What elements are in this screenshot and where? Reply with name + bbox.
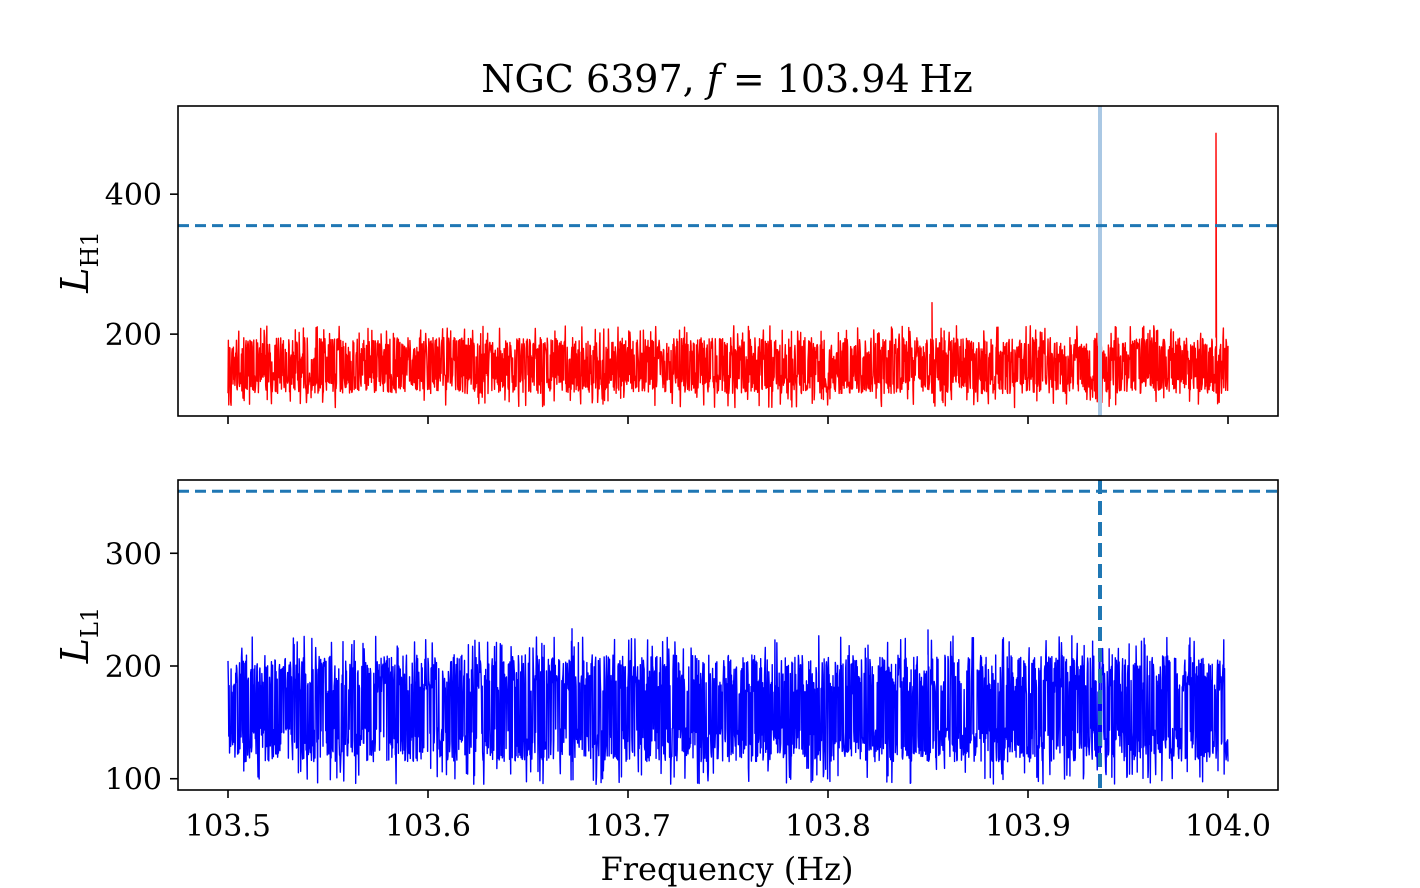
h1-series-line: [227, 122, 1229, 409]
l1-x-ticks: 103.5 103.6 103.7 103.8 103.9 104.0: [185, 790, 1271, 844]
panel-l1: 100 200 300 103.5 103.6 103.7 103.8 103.9 104.0…: [53, 479, 1279, 844]
x-tick-label: 104.0: [1185, 809, 1271, 844]
l1-y-ticks: 100 200 300: [105, 537, 178, 798]
h1-y-ticks: 200 400: [105, 178, 178, 353]
y-tick-label: 400: [105, 178, 162, 213]
l1-series-line: [227, 628, 1229, 786]
y-tick-label: 200: [105, 650, 162, 685]
x-axis-label: Frequency (Hz): [601, 850, 854, 888]
title-unit: Hz: [920, 57, 973, 101]
x-tick-label: 103.5: [185, 809, 271, 844]
y-tick-label: 200: [105, 318, 162, 353]
title-f-symbol: f: [704, 57, 727, 101]
h1-y-label: LH1: [53, 231, 104, 293]
title-value: 103.94: [777, 57, 910, 101]
chart-title: NGC 6397, f = 103.94 Hz: [481, 57, 973, 101]
x-tick-label: 103.7: [585, 809, 671, 844]
y-tick-label: 300: [105, 537, 162, 572]
h1-axes-frame: [177, 105, 1279, 417]
l1-y-label: LL1: [53, 607, 104, 664]
title-prefix: NGC 6397,: [481, 57, 695, 101]
y-tick-label: 100: [105, 763, 162, 798]
x-tick-label: 103.8: [785, 809, 871, 844]
x-tick-label: 103.9: [985, 809, 1071, 844]
panel-h1: 200 400 LH1: [53, 105, 1279, 424]
h1-x-ticks: [227, 416, 1229, 424]
title-eq: =: [733, 57, 765, 101]
x-tick-label: 103.6: [385, 809, 471, 844]
l1-axes-frame: [177, 479, 1279, 791]
